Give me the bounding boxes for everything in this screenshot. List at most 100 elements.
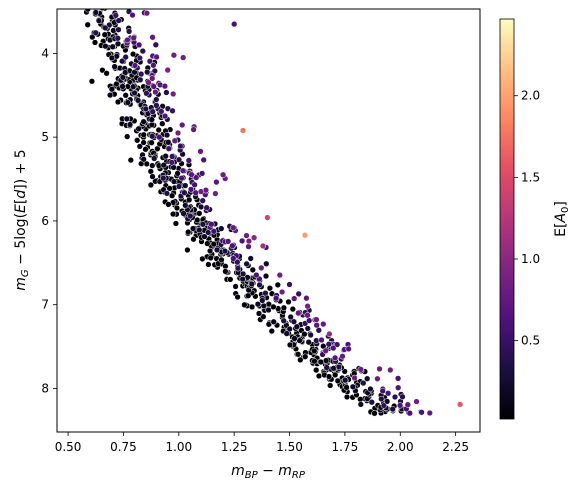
data-point [364, 375, 371, 382]
data-point [197, 188, 205, 195]
data-point [311, 347, 318, 355]
data-point [254, 301, 262, 308]
data-point [265, 306, 272, 314]
data-point [287, 313, 294, 321]
data-point [260, 302, 267, 310]
data-point [169, 210, 177, 218]
data-point [206, 247, 214, 255]
data-point [320, 320, 327, 328]
data-point [178, 175, 185, 182]
data-point [204, 240, 211, 247]
data-point [166, 185, 173, 192]
data-point [262, 290, 269, 297]
data-point [199, 221, 207, 228]
data-point [280, 304, 288, 311]
data-point [289, 305, 296, 313]
data-point [241, 301, 248, 309]
data-point [152, 88, 159, 96]
data-point [129, 11, 136, 19]
data-point [218, 256, 225, 264]
data-point [301, 232, 309, 239]
data-point [283, 330, 290, 337]
data-point [115, 26, 122, 33]
x-tick-label: 1.75 [332, 440, 359, 454]
data-point [212, 190, 219, 197]
data-point [343, 384, 350, 391]
data-point [156, 134, 163, 141]
data-point [304, 325, 311, 332]
y-tick-label: 8 [41, 381, 49, 395]
data-point [229, 242, 236, 249]
data-point [295, 290, 302, 298]
data-point [325, 373, 333, 380]
data-point [207, 254, 214, 262]
data-point [149, 34, 156, 41]
data-point [248, 303, 256, 311]
data-point [131, 89, 138, 97]
data-point [145, 79, 152, 86]
data-point [426, 409, 433, 417]
data-point [239, 127, 247, 134]
data-point [130, 83, 137, 90]
plot-frame [56, 8, 481, 433]
data-point [210, 228, 217, 235]
x-axis: 0.50 0.75 1.00 1.25 1.50 1.75 2.00 2.25 [55, 432, 469, 454]
data-point [374, 375, 381, 382]
data-point [138, 70, 145, 78]
data-point [149, 108, 156, 115]
data-point [150, 83, 157, 90]
data-point [144, 68, 151, 76]
data-point [188, 171, 195, 178]
data-point [152, 41, 159, 48]
data-point [332, 371, 339, 379]
data-point [123, 115, 130, 123]
data-point [163, 131, 171, 139]
data-point [182, 202, 189, 209]
data-point [303, 295, 310, 302]
data-point [248, 280, 255, 288]
data-point [258, 264, 265, 272]
data-point [313, 322, 320, 329]
data-point [249, 266, 256, 274]
data-point [276, 271, 283, 279]
y-tick-label: 4 [41, 46, 49, 60]
data-point [150, 62, 157, 69]
data-point [293, 323, 300, 330]
data-point [297, 356, 304, 364]
data-point [270, 318, 277, 325]
data-point [231, 20, 238, 28]
data-point [413, 398, 420, 405]
data-point [383, 398, 391, 405]
data-point [224, 238, 232, 245]
data-point [160, 161, 167, 169]
data-point [162, 153, 169, 160]
data-point [159, 120, 166, 127]
data-point [306, 317, 313, 324]
data-point [384, 390, 392, 397]
data-point [259, 297, 266, 304]
data-point [131, 62, 139, 69]
data-point [274, 281, 281, 289]
y-tick-label: 6 [41, 214, 49, 228]
data-point [149, 162, 156, 169]
data-point [191, 181, 198, 188]
data-point [199, 197, 206, 204]
data-point [160, 175, 167, 182]
data-point [391, 393, 399, 401]
data-point [189, 225, 197, 232]
data-point [187, 186, 195, 193]
data-point [286, 325, 293, 333]
data-point [153, 102, 160, 109]
data-point [376, 365, 383, 373]
x-tick-label: 2.00 [387, 440, 414, 454]
data-point [380, 402, 388, 409]
data-point [203, 204, 210, 211]
data-point [186, 196, 193, 204]
x-tick-label: 1.50 [276, 440, 303, 454]
data-point [315, 372, 323, 380]
data-point [330, 344, 337, 352]
data-point [213, 178, 220, 186]
colorbar [499, 18, 515, 420]
data-point [179, 167, 187, 174]
data-point [326, 330, 333, 338]
